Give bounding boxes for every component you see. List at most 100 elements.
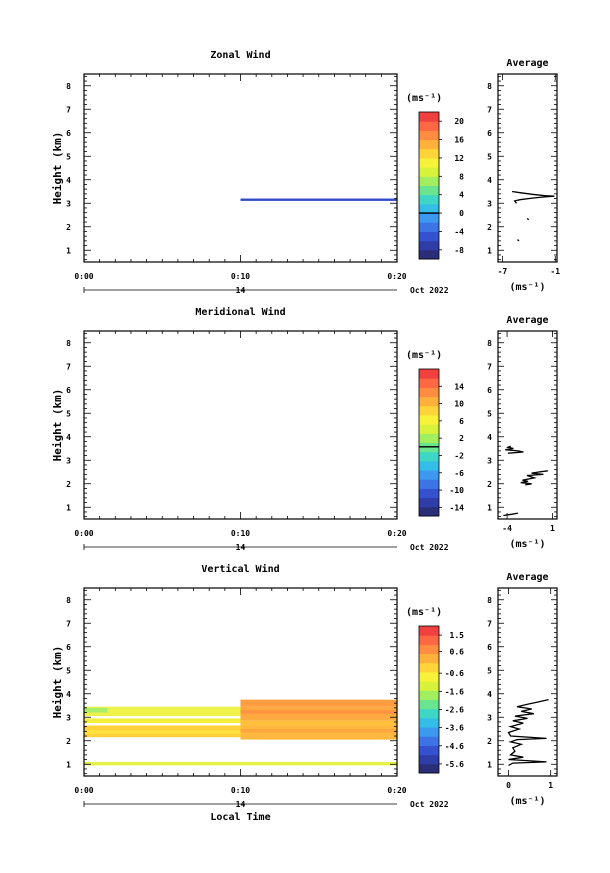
day-label: 14 — [236, 800, 246, 809]
date-label: Oct 2022 — [410, 543, 449, 552]
colorbar-tick-label: -2 — [454, 451, 464, 460]
colorbar-tick-label: -5.6 — [445, 760, 464, 769]
average-x-tick-label: -4 — [502, 524, 512, 533]
x-tick-label: 0:20 — [387, 529, 406, 538]
y-tick-label: 8 — [66, 339, 71, 348]
colorbar-segment — [419, 222, 439, 232]
colorbar-segment — [419, 203, 439, 214]
average-y-tick-label: 1 — [487, 246, 492, 255]
heat-cell — [84, 730, 241, 734]
average-x-axis-label: (ms⁻¹) — [509, 796, 545, 807]
average-title: Average — [506, 58, 548, 69]
average-y-tick-label: 6 — [487, 643, 492, 652]
colorbar-segment — [419, 745, 439, 756]
colorbar-tick-label: 6 — [459, 417, 464, 426]
colorbar-tick-label: -4.6 — [445, 742, 464, 751]
colorbar-segment — [419, 635, 439, 645]
colorbar-segment — [419, 690, 439, 700]
average-y-tick-label: 4 — [487, 433, 492, 442]
colorbar-segment — [419, 736, 439, 746]
y-tick-label: 5 — [66, 409, 71, 418]
heat-cell — [240, 710, 397, 714]
plot-frame — [83, 587, 398, 777]
y-tick-label: 5 — [66, 152, 71, 161]
colorbar-tick-label: -1.6 — [445, 687, 464, 696]
y-tick-label: 7 — [66, 105, 71, 114]
x-axis-label: Local Time — [210, 811, 270, 823]
x-tick-label: 0:10 — [231, 529, 250, 538]
y-tick-label: 7 — [66, 362, 71, 371]
colorbar-tick-label: -0.6 — [445, 669, 464, 678]
y-tick-label: 2 — [66, 480, 71, 489]
colorbar-tick-label: 14 — [454, 382, 464, 391]
colorbar-segment — [419, 717, 439, 728]
average-profile-line — [520, 470, 548, 486]
colorbar-segment — [419, 231, 439, 242]
average-profile-line — [505, 445, 524, 454]
colorbar-segment — [419, 378, 439, 388]
average-y-tick-label: 3 — [487, 199, 492, 208]
average-x-axis-label: (ms⁻¹) — [509, 539, 545, 550]
colorbar-tick-label: -4 — [454, 227, 464, 236]
average-y-tick-label: 6 — [487, 386, 492, 395]
colorbar-segment — [419, 112, 439, 122]
day-label: 14 — [236, 286, 246, 295]
colorbar-segment — [419, 148, 439, 159]
average-y-tick-label: 3 — [487, 713, 492, 722]
average-profile-line — [512, 190, 555, 204]
y-tick-label: 4 — [66, 176, 71, 185]
average-x-tick-label: 0 — [506, 781, 511, 790]
colorbar-segment — [419, 139, 439, 150]
colorbar-segment — [419, 727, 439, 737]
average-profile-line — [507, 698, 549, 766]
panel-3: Vertical Wind 1 2 3 4 5 6 7 8 Height (km) 0:00 0:10… — [51, 563, 558, 823]
date-label: Oct 2022 — [410, 800, 449, 809]
average-title: Average — [506, 572, 548, 583]
heat-cell — [240, 699, 397, 707]
colorbar-segment — [419, 662, 439, 673]
colorbar-tick-label: -6 — [454, 469, 464, 478]
colorbar-tick-label: 0.6 — [450, 647, 465, 656]
y-tick-label: 8 — [66, 82, 71, 91]
colorbar-segment — [419, 121, 439, 131]
colorbar-frame — [418, 368, 440, 517]
colorbar-tick-label: -10 — [450, 486, 465, 495]
x-tick-label: 0:00 — [74, 272, 93, 281]
average-y-tick-label: 7 — [487, 619, 492, 628]
y-tick-label: 6 — [66, 129, 71, 138]
average-y-tick-label: 4 — [487, 690, 492, 699]
y-tick-label: 3 — [66, 199, 71, 208]
colorbar-segment — [419, 754, 439, 765]
average-y-tick-label: 8 — [487, 596, 492, 605]
colorbar-segment — [419, 130, 439, 141]
average-y-tick-label: 2 — [487, 223, 492, 232]
panel-title: Vertical Wind — [201, 563, 279, 575]
average-y-tick-label: 8 — [487, 339, 492, 348]
x-tick-label: 0:10 — [231, 786, 250, 795]
average-x-tick-label: 1 — [548, 781, 553, 790]
average-y-tick-label: 3 — [487, 456, 492, 465]
panel-title: Zonal Wind — [210, 49, 270, 61]
colorbar-segment — [419, 176, 439, 186]
heat-cell — [240, 720, 397, 726]
average-y-tick-label: 8 — [487, 82, 492, 91]
colorbar-unit: (ms⁻¹) — [406, 93, 442, 104]
colorbar-unit: (ms⁻¹) — [406, 350, 442, 361]
colorbar-segment — [419, 433, 439, 443]
colorbar-segment — [419, 479, 439, 489]
average-frame — [497, 330, 558, 520]
average-y-tick-label: 7 — [487, 362, 492, 371]
average-y-tick-label: 2 — [487, 737, 492, 746]
y-tick-label: 7 — [66, 619, 71, 628]
average-y-tick-label: 1 — [487, 760, 492, 769]
colorbar-tick-label: -2.6 — [445, 705, 464, 714]
y-tick-label: 4 — [66, 690, 71, 699]
colorbar-segment — [419, 240, 439, 251]
colorbar-tick-label: -8 — [454, 246, 464, 255]
colorbar-segment — [419, 699, 439, 710]
x-tick-label: 0:10 — [231, 272, 250, 281]
colorbar-segment — [419, 213, 439, 223]
average-title: Average — [506, 315, 548, 326]
y-tick-label: 5 — [66, 666, 71, 675]
colorbar-tick-label: 16 — [454, 136, 464, 145]
